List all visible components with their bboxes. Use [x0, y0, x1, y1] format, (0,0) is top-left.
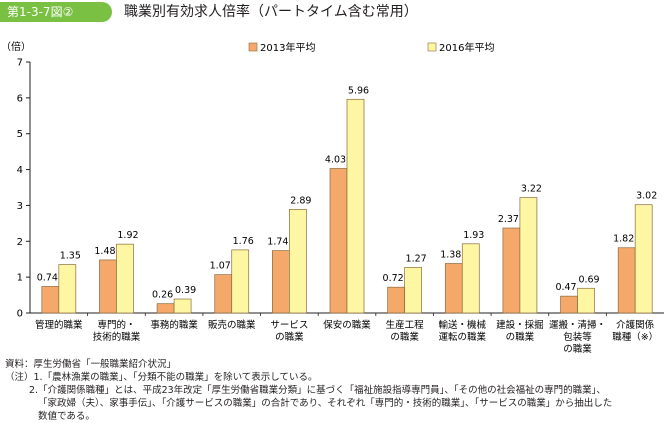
- x-tick-label: 管理的職業: [35, 319, 83, 331]
- legend-swatch: [248, 42, 258, 52]
- footnote-2-line-2: 「家政婦（夫）、家事手伝」、「介護サービスの職業」の合計であり、それぞれ「専門的…: [38, 398, 613, 409]
- data-label: 0.74: [37, 272, 58, 283]
- data-label: 1.27: [406, 253, 427, 264]
- legend-label: 2016年平均: [439, 41, 494, 54]
- legend-swatch: [427, 42, 437, 52]
- x-tick-label: 包装等: [563, 331, 592, 343]
- x-tick-label: 保安の職業: [323, 319, 371, 331]
- data-label: 1.76: [233, 236, 254, 247]
- data-label: 2.89: [290, 195, 311, 206]
- figure-title: 職業別有効求人倍率（パートタイム含む常用）: [124, 4, 418, 20]
- data-label: 1.35: [60, 251, 81, 262]
- y-tick-label: 5: [17, 129, 23, 140]
- data-label: 3.22: [521, 184, 542, 195]
- bar: [387, 286, 405, 314]
- data-label: 0.26: [152, 290, 173, 301]
- data-label: 5.96: [348, 85, 369, 96]
- footnote-2-line-3: 数値である。: [38, 411, 95, 422]
- data-label: 2.37: [498, 214, 519, 225]
- bar: [461, 243, 480, 314]
- bar: [404, 267, 422, 314]
- y-tick-label: 3: [17, 201, 23, 212]
- x-tick-label: の職業: [390, 331, 419, 343]
- data-label: 1.82: [613, 234, 634, 245]
- footnote-2-line-1: 2.「介護関係職種」とは、平成23年改定「厚生労働省職業分類」に基づく「福祉施設…: [29, 385, 606, 396]
- y-tick-label: 0: [17, 309, 23, 320]
- x-tick-label: の職業: [506, 331, 535, 343]
- y-tick-label: 6: [17, 93, 23, 104]
- bar: [502, 227, 521, 314]
- data-label: 1.07: [210, 261, 231, 272]
- bar: [617, 247, 636, 314]
- figure-number-badge: 第1-3-7図②: [0, 2, 112, 22]
- x-tick-label: の職業: [275, 331, 304, 343]
- x-tick-label: 販売の職業: [208, 319, 256, 331]
- bar: [289, 209, 307, 314]
- data-label: 1.74: [267, 237, 288, 248]
- data-label: 0.47: [555, 282, 576, 293]
- bar: [116, 243, 134, 314]
- data-label: 0.69: [578, 274, 599, 285]
- x-tick-label: 生産工程: [386, 319, 425, 331]
- data-label: 1.48: [94, 246, 115, 257]
- bar: [58, 264, 77, 314]
- y-tick-label: 2: [17, 237, 23, 248]
- x-tick-label: 運搬・清掃・: [549, 319, 606, 331]
- bar: [214, 274, 233, 314]
- x-tick-label: 介護関係: [616, 319, 655, 331]
- y-tick-label: 1: [17, 273, 23, 284]
- bar: [41, 286, 60, 314]
- data-label: 0.39: [175, 285, 196, 296]
- x-tick-label: 専門的・: [97, 319, 135, 331]
- data-label: 1.93: [463, 230, 484, 241]
- footnote-1: （注）1.「農林漁業の職業」、「分類不能の職業」を除いて表示している。: [5, 372, 318, 383]
- legend-label: 2013年平均: [260, 41, 315, 54]
- data-label: 3.02: [636, 191, 657, 202]
- bar: [577, 287, 595, 314]
- bar-chart: （倍） 0 1 2 3 4 5 6 7 2013年平均 2016年平均 0.741.35 管理的職業 1.…: [1, 40, 664, 355]
- x-tick-label: の職業: [563, 343, 592, 355]
- x-tick-label: 運転の職業: [439, 331, 487, 343]
- bar: [444, 263, 463, 314]
- bar: [519, 197, 538, 314]
- y-axis-unit-label: （倍）: [1, 40, 31, 53]
- data-label: 1.38: [440, 250, 461, 261]
- y-tick-label: 7: [17, 58, 23, 69]
- y-tick-label: 4: [17, 165, 23, 176]
- x-tick-label: 職種（※）: [612, 331, 658, 343]
- data-label: 4.03: [325, 154, 346, 165]
- chart-notes: 資料：厚生労働省「一般職業紹介状況」 （注）1.「農林漁業の職業」、「分類不能の…: [5, 358, 667, 423]
- bar: [346, 98, 365, 314]
- bar: [272, 250, 290, 314]
- bar: [231, 249, 250, 314]
- bar: [173, 298, 192, 314]
- x-tick-label: 建設・採掘: [496, 319, 544, 331]
- x-tick-label: 輸送・機械: [439, 319, 487, 331]
- x-tick-label: 事務的職業: [150, 319, 198, 331]
- data-label: 0.72: [383, 273, 404, 284]
- data-label: 1.92: [117, 230, 138, 241]
- bar: [560, 295, 578, 314]
- bar: [156, 303, 175, 314]
- bar: [634, 204, 653, 314]
- bar: [99, 259, 117, 314]
- x-tick-label: サービス: [270, 320, 308, 331]
- bar: [329, 168, 348, 314]
- source-note: 資料：厚生労働省「一般職業紹介状況」: [5, 359, 177, 370]
- x-tick-label: 技術的職業: [93, 331, 141, 343]
